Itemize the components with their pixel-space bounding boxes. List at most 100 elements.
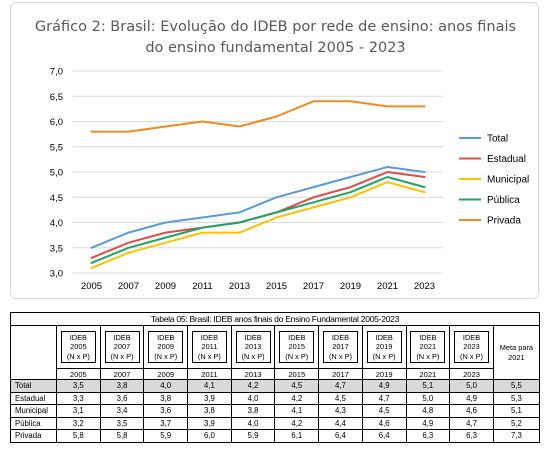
value-cell: 4,0	[230, 416, 276, 430]
header-ideb-cell: IDEB 2011 (N x P)	[187, 325, 232, 369]
legend-label: Total	[487, 134, 508, 145]
header-year-cell: 2009	[143, 368, 189, 380]
meta-value-cell: 5,2	[492, 416, 540, 430]
value-cell: 6,4	[361, 429, 407, 443]
header-ideb-label: IDEB 2009 (N x P)	[148, 330, 184, 364]
value-cell: 3,7	[143, 416, 189, 430]
value-cell: 3,3	[56, 391, 101, 405]
header-ideb-cell: IDEB 2009 (N x P)	[143, 325, 189, 369]
legend-label: Estadual	[487, 154, 526, 165]
x-tick-label: 2011	[192, 281, 212, 292]
x-tick-label: 2019	[340, 281, 361, 292]
chart-container: 3,0 3,5 4,0 4,5 5,0 5,5 6,0 6,5 7,0 2005 2007 2009 2…	[10, 2, 539, 299]
value-cell: 4,7	[318, 379, 363, 393]
x-tick-label: 2023	[414, 281, 435, 292]
value-cell: 4,6	[361, 416, 407, 430]
meta-value-cell: 5,5	[492, 379, 540, 393]
y-tick-label: 4,5	[50, 193, 63, 204]
header-ideb-cell: IDEB 2005 (N x P)	[56, 325, 101, 369]
header-year-cell: 2005	[56, 368, 101, 380]
x-tick-label: 2009	[155, 281, 176, 292]
header-year-cell: 2011	[187, 368, 232, 380]
ideb-table: Tabela 05: Brasil: IDEB anos finais do E…	[10, 312, 540, 443]
value-cell: 5,8	[56, 429, 101, 443]
value-cell: 5,8	[99, 429, 145, 443]
header-year-cell: 2017	[318, 368, 363, 380]
series-line-municipal	[90, 181, 426, 269]
legend-label: Pública	[487, 195, 520, 206]
value-cell: 3,8	[143, 391, 189, 405]
value-cell: 4,0	[143, 379, 189, 393]
table-header-row: IDEB 2005 (N x P) IDEB 2007 (N x P) IDEB 2009 (N…	[10, 325, 540, 380]
legend-label: Privada	[487, 216, 521, 227]
value-cell: 3,4	[99, 404, 145, 418]
header-ideb-label: IDEB 2005 (N x P)	[60, 330, 96, 364]
x-tick-label: 2015	[266, 281, 287, 292]
y-tick-label: 6,5	[50, 92, 63, 103]
value-cell: 3,5	[99, 416, 145, 430]
header-ideb-label: IDEB 2019 (N x P)	[366, 330, 402, 364]
table-row: Pública 3,2 3,5 3,7 3,9 4,0 4,2 4,4 4,6 4,9 4,7 5,2	[10, 416, 540, 430]
value-cell: 4,4	[318, 416, 363, 430]
header-ideb-cell: IDEB 2021 (N x P)	[405, 325, 451, 369]
value-cell: 4,8	[405, 404, 451, 418]
x-tick-label: 2017	[303, 281, 324, 292]
value-cell: 5,1	[405, 379, 451, 393]
header-ideb-label: IDEB 2013 (N x P)	[235, 330, 271, 364]
table-body: Total 3,5 3,8 4,0 4,1 4,2 4,5 4,7 4,9 5,1 5,0 5,5 Es…	[10, 379, 540, 443]
header-year-cell: 2023	[449, 368, 494, 380]
header-ideb-label: IDEB 2015 (N x P)	[279, 330, 315, 364]
chart-title: Gráfico 2: Brasil: Evolução do IDEB por …	[11, 17, 540, 59]
header-ideb-cell: IDEB 2017 (N x P)	[318, 325, 363, 369]
value-cell: 6,3	[405, 429, 451, 443]
meta-value-cell: 7,3	[492, 429, 540, 443]
value-cell: 5,0	[405, 391, 451, 405]
value-cell: 3,6	[99, 391, 145, 405]
chart-title-line-2: do ensino fundamental 2005 - 2023	[145, 40, 406, 56]
x-tick-label: 2007	[118, 281, 139, 292]
value-cell: 4,7	[361, 391, 407, 405]
x-tick-label: 2005	[81, 281, 102, 292]
y-tick-label: 3,0	[50, 269, 63, 280]
series-line-privada	[90, 100, 426, 133]
ideb-table-section: Tabela 05: Brasil: IDEB anos finais do E…	[10, 312, 540, 443]
value-cell: 3,5	[56, 379, 101, 393]
value-cell: 4,5	[318, 391, 363, 405]
value-cell: 4,6	[449, 404, 494, 418]
value-cell: 3,1	[56, 404, 101, 418]
table-row: Estadual 3,3 3,6 3,8 3,9 4,0 4,2 4,5 4,7 5,0 4,9 5,…	[10, 391, 540, 405]
value-cell: 6,3	[449, 429, 494, 443]
header-blank-cell	[10, 325, 57, 380]
value-cell: 3,8	[230, 404, 276, 418]
header-year-cell: 2015	[274, 368, 320, 380]
value-cell: 4,9	[405, 416, 451, 430]
y-tick-label: 6,0	[50, 117, 63, 128]
value-cell: 3,9	[187, 416, 232, 430]
table-row: Municipal 3,1 3,4 3,6 3,8 3,8 4,1 4,3 4,5 4,8 4,6 5…	[10, 404, 540, 418]
header-year-cell: 2021	[405, 368, 451, 380]
value-cell: 4,0	[230, 391, 276, 405]
table-year-row: 2005 2007 2009 2011 2013 2015 2017 2019 2021 2023	[11, 368, 540, 380]
header-ideb-cell: IDEB 2015 (N x P)	[274, 325, 320, 369]
series-line-pública	[90, 176, 426, 264]
header-ideb-label: IDEB 2023 (N x P)	[454, 330, 490, 364]
header-ideb-label: IDEB 2007 (N x P)	[104, 330, 140, 364]
value-cell: 4,7	[449, 416, 494, 430]
value-cell: 3,6	[143, 404, 189, 418]
value-cell: 4,1	[187, 379, 232, 393]
value-cell: 3,8	[187, 404, 232, 418]
header-ideb-label: IDEB 2021 (N x P)	[410, 330, 446, 364]
header-meta-cell: Meta para 2021	[492, 325, 540, 380]
x-tick-label: 2013	[229, 281, 250, 292]
y-tick-label: 5,5	[50, 142, 63, 153]
value-cell: 4,3	[318, 404, 363, 418]
value-cell: 3,8	[99, 379, 145, 393]
value-cell: 3,9	[187, 391, 232, 405]
value-cell: 6,0	[187, 429, 232, 443]
value-cell: 4,2	[274, 391, 320, 405]
chart-title-line-1: Gráfico 2: Brasil: Evolução do IDEB por …	[34, 19, 517, 35]
y-tick-label: 7,0	[50, 67, 63, 78]
table-caption: Tabela 05: Brasil: IDEB anos finais do E…	[10, 312, 540, 326]
value-cell: 5,0	[449, 379, 494, 393]
row-label: Privada	[10, 429, 57, 443]
